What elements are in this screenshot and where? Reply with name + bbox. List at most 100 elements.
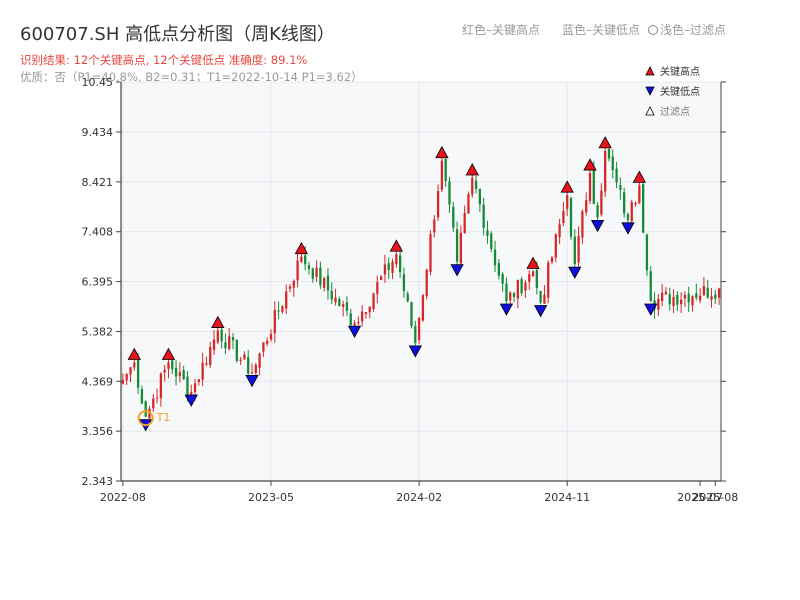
candle-body xyxy=(212,339,216,350)
candle-body xyxy=(455,229,459,262)
candle-body xyxy=(197,379,200,382)
candle-body xyxy=(383,264,387,275)
candle-body xyxy=(509,292,512,301)
candle-body xyxy=(493,249,497,266)
candle-body xyxy=(357,322,360,324)
candle-body xyxy=(205,363,208,365)
candle-body xyxy=(281,306,284,312)
t1-label: T1 xyxy=(156,411,171,424)
candle-body xyxy=(683,295,687,299)
candle-body xyxy=(250,372,254,374)
candle-body xyxy=(387,263,390,271)
candle-body xyxy=(186,376,189,396)
legend-low-label: 关键低点 xyxy=(660,85,700,98)
candle-body xyxy=(414,326,417,343)
candle-body xyxy=(330,290,333,300)
candle-body xyxy=(353,323,356,326)
candle-body xyxy=(182,370,185,380)
candle-body xyxy=(467,194,470,214)
candle-body xyxy=(528,274,531,282)
key-high-marker xyxy=(435,145,449,159)
candle-body xyxy=(254,364,257,373)
candle-body xyxy=(607,149,611,159)
candle-body xyxy=(372,293,375,309)
candle-body xyxy=(277,310,280,312)
candle-body xyxy=(687,293,690,303)
candle-body xyxy=(311,268,314,279)
candle-body xyxy=(539,290,542,303)
y-tick-label: 7.408 xyxy=(82,226,114,239)
candle-body xyxy=(258,353,261,368)
candle-body xyxy=(676,294,679,305)
y-tick-label: 2.343 xyxy=(82,475,114,488)
candle-body xyxy=(433,219,436,233)
key-high-marker xyxy=(526,256,540,269)
candle-body xyxy=(604,150,607,192)
candle-body xyxy=(121,379,125,384)
candle-body xyxy=(691,296,694,306)
chart-legend: 关键高点 关键低点 过滤点 xyxy=(645,65,700,118)
candle-body xyxy=(577,235,580,263)
candle-body xyxy=(429,234,432,273)
y-tick-label: 5.382 xyxy=(82,325,114,338)
candle-body xyxy=(410,302,413,327)
candle-body xyxy=(421,295,425,321)
candle-body xyxy=(558,224,561,237)
header-legend-filter-label: 浅色–过滤点 xyxy=(660,23,727,37)
candle-body xyxy=(478,188,481,205)
candle-body xyxy=(140,389,144,404)
header-legend-filter: 浅色–过滤点 xyxy=(648,21,726,38)
candle-body xyxy=(201,362,204,380)
candle-body xyxy=(592,170,595,205)
candle-body xyxy=(573,236,576,265)
page-title: 600707.SH 高低点分析图（周K线图） xyxy=(20,24,335,45)
candle-body xyxy=(285,291,288,309)
candle-body xyxy=(436,191,440,218)
x-tick-label: 2024-11 xyxy=(544,491,590,504)
candle-body xyxy=(535,270,538,289)
candle-body xyxy=(398,255,402,273)
candle-body xyxy=(319,267,322,286)
key-high-marker xyxy=(598,136,612,149)
key-high-marker xyxy=(161,347,176,360)
y-tick-label: 4.369 xyxy=(82,375,114,388)
candle-body xyxy=(171,360,174,370)
y-tick-label: 6.395 xyxy=(82,276,114,289)
candle-body xyxy=(702,286,706,295)
candle-body xyxy=(133,362,136,368)
candle-body xyxy=(425,269,428,297)
header-legend-blue: 蓝色–关键低点 xyxy=(562,23,641,37)
key-low-marker xyxy=(408,345,422,358)
candle-body xyxy=(273,309,276,334)
candle-body xyxy=(512,293,516,297)
candle-body xyxy=(524,282,527,291)
candle-body xyxy=(155,397,159,399)
candle-body xyxy=(269,334,273,340)
candle-body xyxy=(588,173,592,201)
candle-body xyxy=(368,306,371,313)
key-high-marker xyxy=(127,347,141,360)
candle-body xyxy=(547,262,550,298)
t1-ring xyxy=(137,410,154,427)
candle-body xyxy=(486,230,489,236)
candle-body xyxy=(307,265,311,270)
candle-body xyxy=(440,160,444,190)
candle-body xyxy=(444,159,447,181)
quality-summary: 优质：否（P1=40.8%, B2=0.31；T1=2022-10-14 P1=… xyxy=(20,70,363,84)
candle-body xyxy=(668,294,671,305)
candle-body xyxy=(136,359,140,388)
candle-body xyxy=(520,279,523,294)
candle-body xyxy=(459,232,463,264)
candle-body xyxy=(661,292,664,302)
candle-body xyxy=(193,383,197,393)
x-tick-label: 2025-07 xyxy=(677,491,723,504)
candle-body xyxy=(247,357,250,374)
key-high-marker xyxy=(389,239,403,252)
candle-body xyxy=(334,297,337,303)
candle-body xyxy=(695,293,698,298)
candle-body xyxy=(391,261,394,273)
candle-body xyxy=(406,293,409,302)
candle-body xyxy=(585,200,588,213)
candle-body xyxy=(296,260,299,281)
candle-body xyxy=(152,398,155,409)
